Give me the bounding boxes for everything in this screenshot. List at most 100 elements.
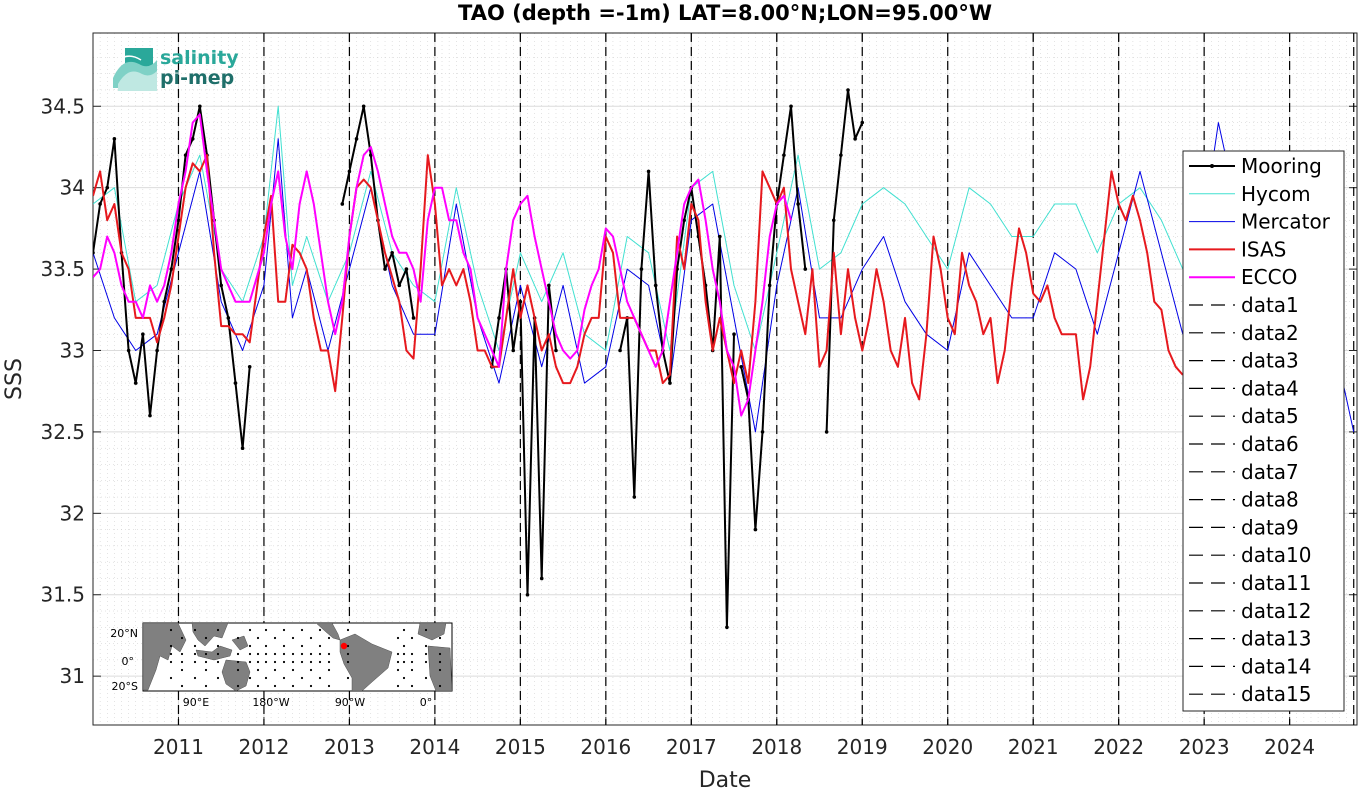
mooring-dot — [282, 660, 286, 664]
mooring-dot — [256, 652, 260, 656]
mooring-dot — [424, 644, 428, 648]
mooring-dot — [318, 652, 322, 656]
mooring-dot — [396, 652, 400, 656]
mooring-dot — [282, 628, 286, 632]
mooring-dot — [402, 628, 406, 632]
y-axis-label: SSS — [2, 358, 27, 400]
series-mooring-point — [653, 283, 658, 288]
mooring-dot — [169, 652, 173, 656]
inset-map-background — [142, 622, 453, 692]
mooring-dot — [216, 644, 220, 648]
legend-label: data4 — [1241, 376, 1299, 400]
mooring-dot — [424, 652, 428, 656]
mooring-dot — [248, 676, 252, 680]
legend-label: data3 — [1241, 349, 1299, 373]
mooring-dot — [424, 660, 428, 664]
mooring-dot — [309, 636, 313, 640]
legend-label: data13 — [1241, 627, 1312, 651]
series-mooring-point — [226, 316, 231, 320]
mooring-dot — [300, 628, 304, 632]
legend-label: data14 — [1241, 654, 1312, 678]
mooring-dot — [309, 668, 313, 672]
mooring-dot — [402, 676, 406, 680]
selected-mooring-dot — [340, 642, 348, 650]
series-mooring-point — [93, 251, 95, 255]
mooring-dot — [318, 660, 322, 664]
mooring-dot — [193, 652, 197, 656]
mooring-dot — [396, 636, 400, 640]
series-mooring-point — [853, 137, 857, 141]
series-mooring-point — [105, 185, 110, 190]
mooring-dot — [236, 652, 240, 656]
series-mooring-point — [411, 316, 416, 320]
series-mooring-point — [846, 88, 850, 92]
series-mooring-point — [240, 446, 245, 451]
series-mooring-point — [547, 283, 551, 288]
mooring-dot — [169, 660, 173, 664]
mooring-dot — [309, 684, 313, 688]
mooring-dot — [248, 652, 252, 656]
series-ecco-line — [93, 113, 792, 417]
series-mooring-point — [383, 267, 387, 271]
legend-swatch-marker — [1210, 164, 1214, 168]
series-mooring-point — [340, 202, 345, 206]
series-mooring-point — [497, 316, 501, 320]
mooring-dot — [402, 660, 406, 664]
series-mooring-point — [767, 283, 772, 288]
mooring-dot — [180, 684, 184, 688]
legend-label: data2 — [1241, 321, 1299, 345]
series-mooring-point — [176, 218, 181, 223]
inset-xlabel-90e: 90°E — [183, 696, 209, 709]
inset-xlabel-180w: 180°W — [252, 696, 289, 709]
mooring-dot — [282, 652, 286, 656]
mooring-dot — [309, 652, 313, 656]
mooring-dot — [346, 660, 350, 664]
legend-label: data10 — [1241, 543, 1312, 567]
mooring-dot — [402, 644, 406, 648]
series-mooring-point — [126, 348, 131, 353]
series-hycom-line — [93, 105, 1184, 351]
x-tick-label: 2024 — [1264, 735, 1315, 759]
y-tick-label: 34 — [60, 176, 85, 200]
series-mooring-point — [511, 348, 516, 353]
mooring-dot — [438, 652, 442, 656]
axes: 31 31.5 32 32.5 33 33.5 34 34.5 2011 2012 2013 2014… — [40, 32, 1358, 759]
mooring-dot — [264, 676, 268, 680]
mooring-dot — [291, 660, 295, 664]
series-mooring-point — [782, 153, 786, 157]
mooring-dot — [410, 636, 414, 640]
series-mooring-point — [803, 267, 808, 271]
mooring-dot — [216, 652, 220, 656]
legend-label: data5 — [1241, 404, 1299, 428]
mooring-dot — [438, 660, 442, 664]
mooring-dot — [346, 644, 350, 648]
mooring-dot — [256, 684, 260, 688]
series-lines — [93, 88, 1355, 630]
mooring-dots — [169, 628, 442, 688]
mooring-dot — [216, 628, 220, 632]
mooring-dot — [180, 636, 184, 640]
legend-label: data8 — [1241, 488, 1299, 512]
mooring-dot — [410, 668, 414, 672]
y-tick-label: 32.5 — [40, 420, 85, 444]
x-tick-label: 2023 — [1179, 735, 1230, 759]
legend-label: data12 — [1241, 599, 1312, 623]
inset-xlabel-90w: 90°W — [335, 696, 365, 709]
inset-xlabel-0: 0° — [420, 696, 433, 709]
series-mooring-point — [725, 625, 729, 630]
mooring-dot — [438, 684, 442, 688]
series-mooring-point — [141, 332, 145, 337]
mooring-dot — [169, 628, 173, 632]
y-tick-label: 31.5 — [40, 583, 85, 607]
y-tick-label: 31 — [60, 664, 85, 688]
mooring-dot — [402, 652, 406, 656]
mooring-dot — [204, 636, 208, 640]
mooring-dot — [256, 660, 260, 664]
mooring-dot — [193, 644, 197, 648]
mooring-dot — [248, 628, 252, 632]
mooring-dot — [282, 676, 286, 680]
legend-label: data1 — [1241, 293, 1299, 317]
mooring-dot — [216, 676, 220, 680]
inset-ylabel-0: 0° — [122, 655, 135, 668]
